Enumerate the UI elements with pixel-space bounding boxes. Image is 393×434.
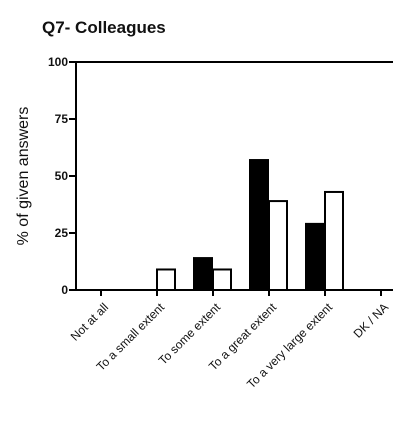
bar-open-2 (212, 268, 232, 292)
bar-filled-2 (193, 257, 213, 291)
y-tick-label: 25 (55, 226, 69, 240)
y-tick-label: 75 (55, 112, 69, 126)
y-axis: 0 25 50 75 100 (48, 55, 393, 297)
bars (156, 159, 344, 292)
x-category-label: DK / NA (351, 300, 392, 341)
y-axis-title: % of given answers (15, 107, 32, 246)
bar-open-1 (156, 268, 176, 292)
y-tick-label: 50 (55, 169, 69, 183)
bar-filled-3 (249, 159, 269, 291)
bar-filled-4 (305, 222, 325, 292)
y-tick-label: 0 (61, 283, 68, 297)
chart-title: Q7- Colleagues (42, 18, 166, 37)
x-category-label: Not at all (68, 300, 111, 343)
y-tick-label: 100 (48, 55, 68, 69)
bar-open-3 (268, 200, 288, 291)
x-axis (76, 289, 393, 296)
bar-open-4 (324, 190, 344, 292)
